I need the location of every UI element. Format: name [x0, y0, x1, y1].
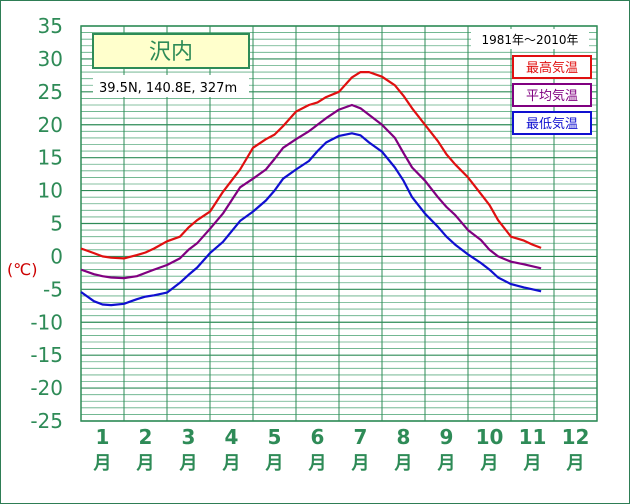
- x-tick-month-unit: 月: [523, 453, 542, 474]
- title-box: [92, 33, 250, 69]
- plot-border: [80, 25, 598, 422]
- chart-title: 沢内: [149, 40, 193, 65]
- legend-item: [512, 55, 592, 79]
- x-tick-month-unit: 月: [437, 453, 456, 474]
- series-line: [80, 132, 542, 307]
- x-tick-label: 5: [268, 425, 282, 449]
- y-tick-label: 10: [38, 179, 63, 203]
- y-tick-label: 15: [38, 146, 63, 170]
- legend-item: [512, 111, 592, 135]
- series-line: [80, 70, 542, 260]
- legend-label: 最低気温: [526, 116, 578, 132]
- x-tick-label: 7: [354, 425, 368, 449]
- x-axis-ticks: 1 月 2 月 3 月 4 月 5 月 6 月 7 月 8 月 9 月 10 月 11 月 12 月: [93, 425, 590, 474]
- x-tick-month-unit: 月: [222, 453, 241, 474]
- y-tick-label: -15: [30, 343, 63, 367]
- x-tick-label: 6: [311, 425, 325, 449]
- x-tick-label: 2: [139, 425, 153, 449]
- x-tick-month-unit: 月: [136, 453, 155, 474]
- x-tick-month-unit: 月: [179, 453, 198, 474]
- y-tick-label: 25: [38, 80, 63, 104]
- x-tick-label: 11: [519, 425, 547, 449]
- x-tick-month-unit: 月: [480, 453, 499, 474]
- period-box: [471, 29, 589, 49]
- y-tick-label: 20: [38, 113, 63, 137]
- period-label: 1981年〜2010年: [481, 33, 578, 47]
- x-tick-month-unit: 月: [351, 453, 370, 474]
- x-tick-label: 12: [562, 425, 590, 449]
- x-tick-label: 8: [397, 425, 411, 449]
- y-tick-label: -10: [30, 310, 63, 334]
- legend-item: [512, 83, 592, 107]
- legend-label: 最高気温: [526, 60, 578, 76]
- series-line: [80, 103, 542, 280]
- y-tick-label: -5: [43, 277, 63, 301]
- y-tick-label: 30: [38, 47, 63, 71]
- x-tick-month-unit: 月: [566, 453, 585, 474]
- x-tick-month-unit: 月: [93, 453, 112, 474]
- x-tick-label: 1: [96, 425, 110, 449]
- y-tick-label: 35: [38, 14, 63, 38]
- x-tick-label: 4: [225, 425, 239, 449]
- y-tick-label: 5: [50, 212, 63, 236]
- y-tick-label: -20: [30, 376, 63, 400]
- y-axis-unit-label: (℃): [7, 260, 37, 279]
- x-tick-month-unit: 月: [308, 453, 327, 474]
- y-axis-ticks: 35 30 25 20 15 10 5 0 -5 -10 -15 -20 -25: [30, 14, 63, 433]
- location-coordinates: 39.5N, 140.8E, 327m: [99, 81, 237, 96]
- y-tick-label: -25: [30, 409, 63, 433]
- series-lines: [80, 70, 542, 307]
- x-tick-month-unit: 月: [394, 453, 413, 474]
- x-tick-label: 3: [182, 425, 196, 449]
- x-tick-label: 10: [476, 425, 504, 449]
- location-box: [93, 75, 249, 97]
- legend-label: 平均気温: [526, 88, 578, 104]
- x-tick-month-unit: 月: [265, 453, 284, 474]
- x-tick-label: 9: [440, 425, 454, 449]
- y-tick-label: 0: [50, 244, 63, 268]
